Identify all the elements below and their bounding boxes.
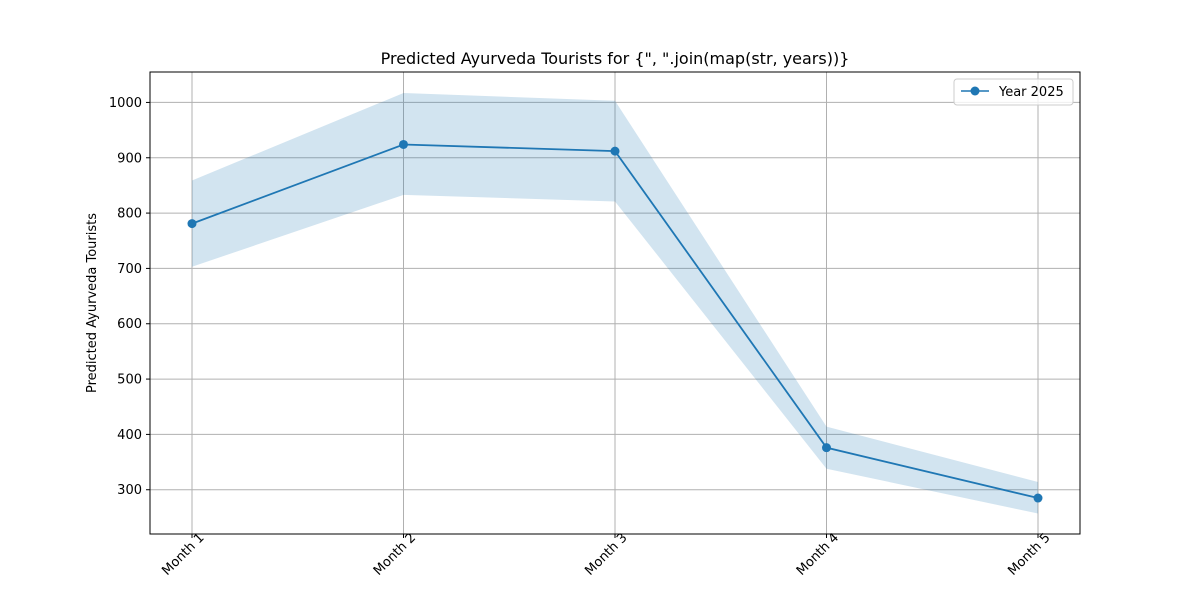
y-axis-ticks: 300 400 500 600 700 800 900 1000 (109, 96, 150, 498)
y-axis-label: Predicted Ayurveda Tourists (85, 213, 100, 393)
y-tick-label: 1000 (109, 96, 142, 111)
y-tick-label: 900 (117, 151, 142, 166)
y-tick-label: 800 (117, 207, 142, 222)
y-tick-label: 400 (117, 428, 142, 443)
data-point (610, 146, 620, 156)
data-point (187, 219, 197, 229)
legend: Year 2025 (953, 78, 1074, 106)
chart-title: Predicted Ayurveda Tourists for {", ".jo… (381, 49, 850, 68)
data-point (822, 443, 831, 453)
legend-marker-swatch (970, 86, 980, 96)
y-tick-label: 500 (117, 373, 142, 388)
x-tick-label: Month 4 (794, 530, 842, 578)
legend-box (953, 78, 1074, 106)
y-tick-label: 700 (117, 262, 142, 277)
confidence-band (192, 93, 1038, 514)
y-tick-label: 600 (117, 317, 142, 332)
legend-entry-label: Year 2025 (998, 85, 1064, 100)
x-tick-label: Month 5 (1005, 530, 1053, 578)
x-tick-label: Month 2 (371, 530, 419, 578)
confidence-bands (192, 93, 1038, 514)
x-tick-label: Month 1 (159, 530, 207, 578)
x-tick-label: Month 3 (582, 530, 630, 578)
data-point (399, 139, 408, 149)
y-tick-label: 300 (117, 483, 142, 498)
series-markers (187, 139, 1043, 503)
x-axis-ticks: Month 1 Month 2 Month 3 Month 4 Month 5 (159, 530, 1053, 578)
data-point (1033, 493, 1043, 503)
